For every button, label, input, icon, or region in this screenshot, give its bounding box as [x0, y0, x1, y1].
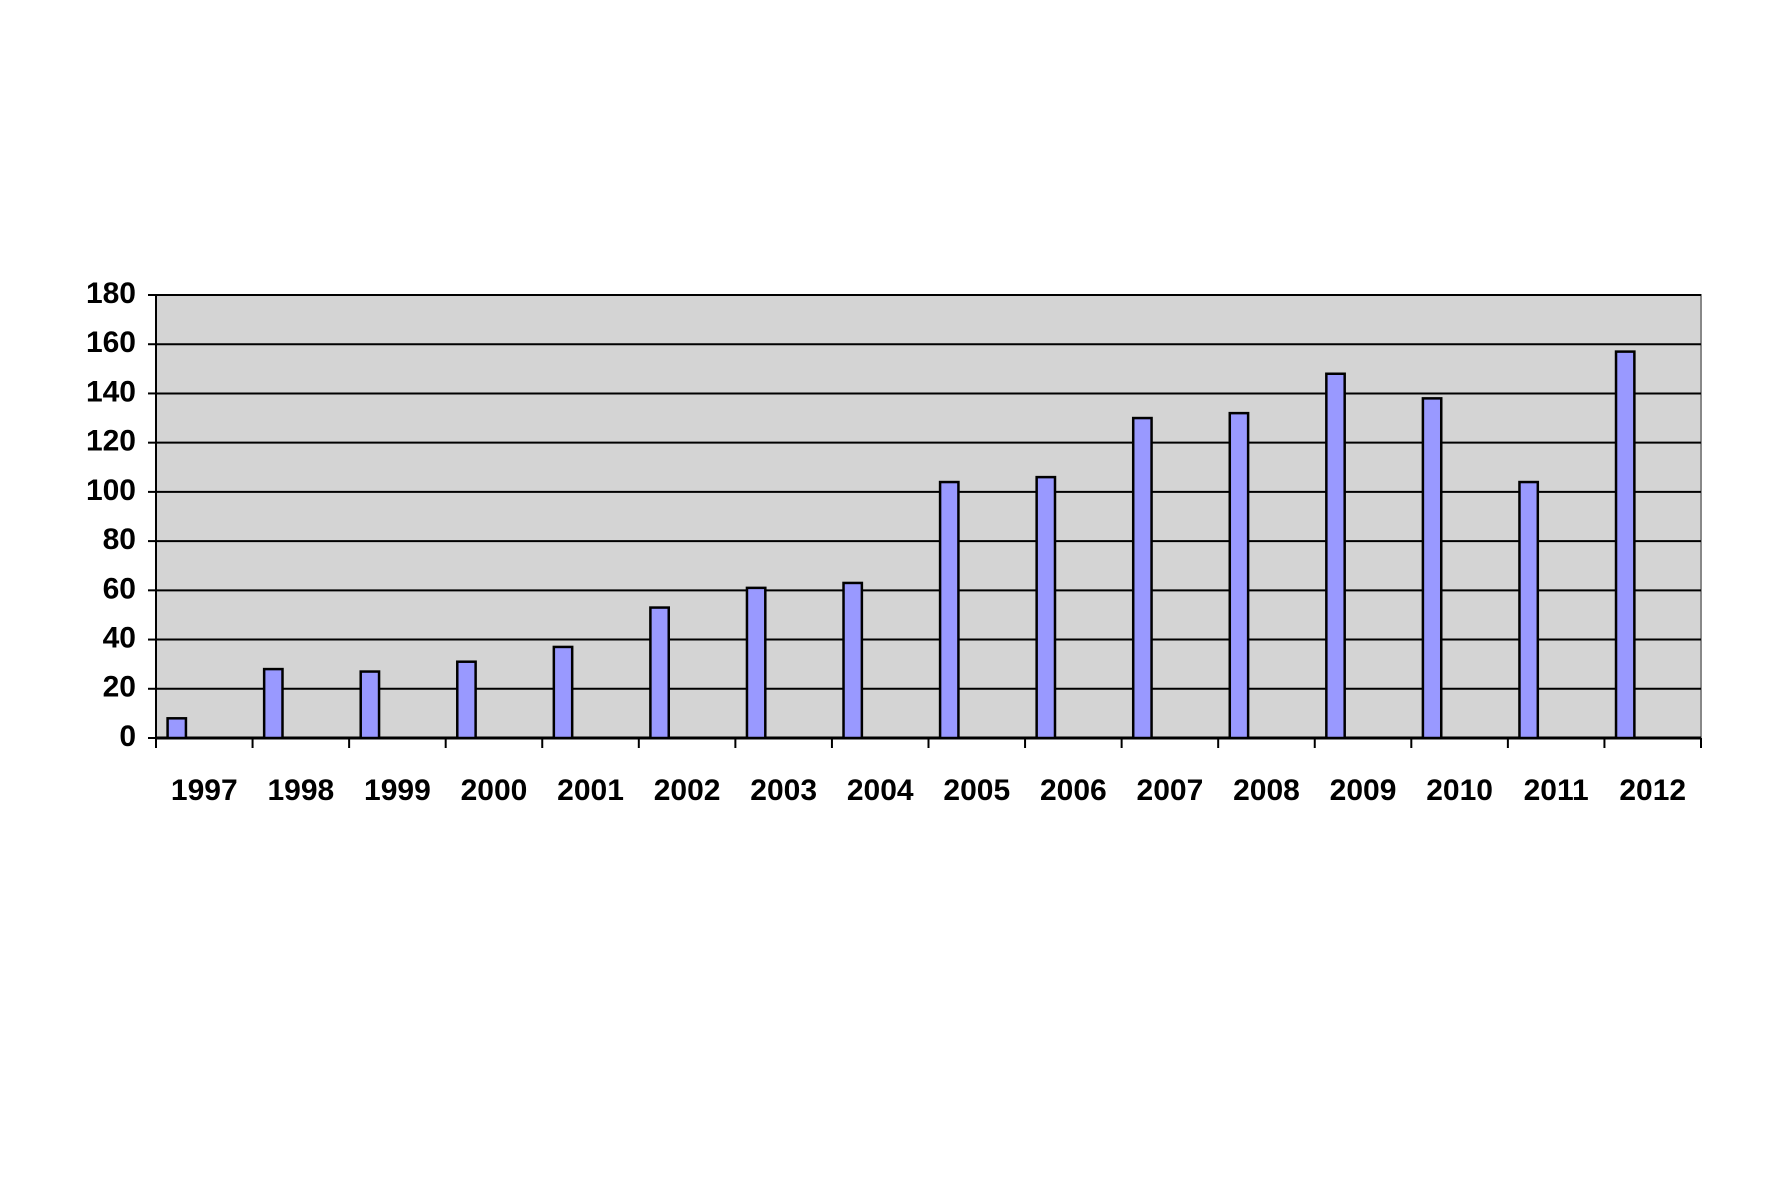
- bar: [1131, 416, 1153, 740]
- y-tick-label: 180: [86, 277, 136, 310]
- x-tick-label: 2002: [654, 774, 721, 807]
- x-tick-label: 2010: [1426, 774, 1493, 807]
- x-tick-label: 2012: [1619, 774, 1686, 807]
- bar: [938, 480, 960, 740]
- x-tick-label: 2008: [1233, 774, 1300, 807]
- y-tick-label: 0: [119, 720, 136, 753]
- x-tick-label: 2003: [750, 774, 817, 807]
- bar: [359, 670, 381, 740]
- bar: [1035, 475, 1057, 740]
- bar: [1518, 480, 1540, 740]
- x-tick-label: 1999: [364, 774, 431, 807]
- x-tick-label: 2006: [1040, 774, 1107, 807]
- y-tick-label: 60: [103, 572, 136, 605]
- bar: [1228, 411, 1250, 740]
- y-tick-label: 100: [86, 474, 136, 507]
- x-tick-label: 1998: [267, 774, 334, 807]
- y-tick-label: 120: [86, 425, 136, 458]
- x-tick-label: 2011: [1524, 774, 1589, 807]
- bar: [842, 581, 864, 740]
- y-tick-label: 140: [86, 375, 136, 408]
- y-tick-label: 80: [103, 523, 136, 556]
- bar: [1421, 397, 1443, 740]
- x-tick-label: 2005: [943, 774, 1010, 807]
- x-tick-label: 1997: [171, 774, 238, 807]
- bar: [745, 586, 767, 740]
- x-tick-label: 2004: [847, 774, 914, 807]
- bar: [552, 645, 574, 740]
- x-tick-label: 2001: [557, 774, 624, 807]
- bar: [1325, 372, 1346, 740]
- y-tick-label: 20: [103, 671, 136, 704]
- bar: [262, 667, 284, 740]
- plot-area: [155, 294, 1702, 739]
- x-tick-label: 2007: [1137, 774, 1204, 807]
- x-tick-label: 2009: [1330, 774, 1397, 807]
- y-tick-label: 160: [86, 326, 136, 359]
- y-tick-label: 40: [103, 621, 136, 654]
- bar: [1614, 350, 1636, 740]
- x-tick-label: 2000: [461, 774, 528, 807]
- bar: [456, 660, 477, 740]
- bar: [649, 606, 670, 740]
- bar: [166, 717, 188, 740]
